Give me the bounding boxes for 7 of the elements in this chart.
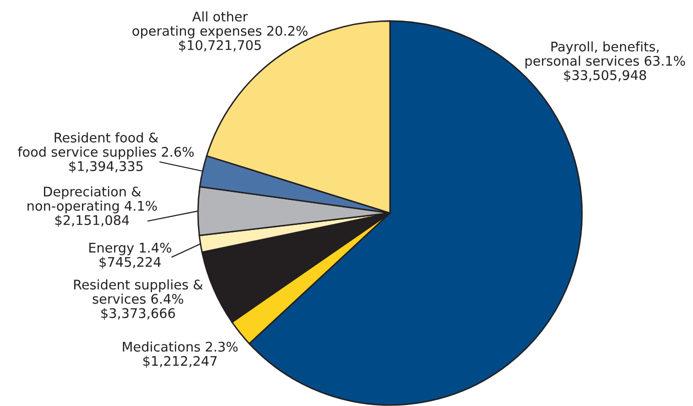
slice-label: Medications 2.3% $1,212,247 bbox=[122, 341, 238, 368]
slice-label: Resident food & food service supplies 2.6% $1,394,335 bbox=[18, 132, 194, 173]
slice-label: Resident supplies & services 6.4% $3,373,666 bbox=[74, 279, 203, 320]
slice-label: Energy 1.4% $745,224 bbox=[89, 242, 172, 269]
slice-label: All other operating expenses 20.2% $10,721,705 bbox=[132, 11, 308, 52]
slice-label: Depreciation & non-operating 4.1% $2,151,084 bbox=[28, 186, 157, 227]
slice-label: Payroll, benefits, personal services 63.1% $33,505,948 bbox=[525, 41, 685, 82]
